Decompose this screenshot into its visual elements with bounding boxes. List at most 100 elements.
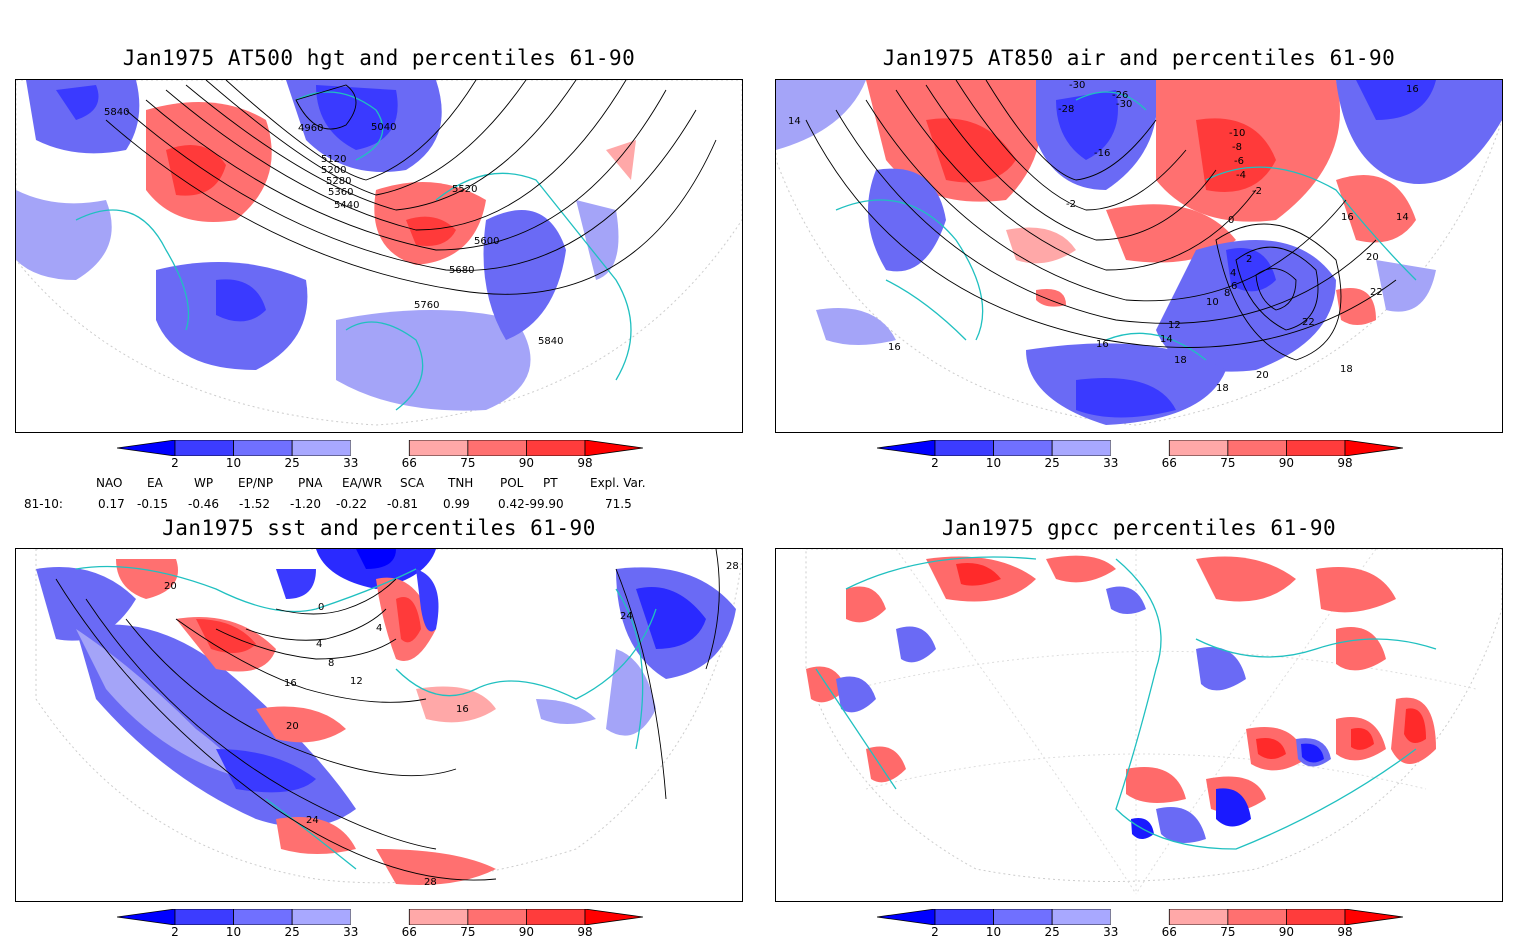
contour-label: -2 <box>1252 186 1262 197</box>
colorbar-label: 10 <box>985 456 1002 470</box>
contour-label: -30 <box>1069 80 1085 91</box>
contour-label: 22 <box>1370 287 1383 298</box>
colorbar-segment <box>1227 439 1287 457</box>
colorbar-bottom-left: 2 10 25 33 66 75 90 98 <box>116 908 644 943</box>
colorbar-segment <box>1051 908 1112 926</box>
index-value: -0.22 <box>336 497 368 511</box>
contour-label: 18 <box>1340 364 1353 375</box>
contour-label: 4 <box>376 623 382 634</box>
contour-label: 5360 <box>328 187 353 198</box>
colorbar-label: 10 <box>225 456 242 470</box>
colorbar-label: 10 <box>225 925 242 939</box>
colorbar-label: 33 <box>1103 456 1119 470</box>
colorbar-label: 75 <box>1220 925 1236 939</box>
contour-label: 0 <box>1228 215 1234 226</box>
contour-labels: 20 0 4 4 8 12 16 16 20 24 24 28 28 <box>164 561 739 888</box>
contour-label: 0 <box>318 602 324 613</box>
colorbar-segment <box>993 908 1053 926</box>
contour-label: -26 <box>1112 90 1128 101</box>
colorbar-label: 2 <box>171 925 179 939</box>
contour-label: -8 <box>1232 142 1242 153</box>
contour-label: -4 <box>1236 170 1246 181</box>
colorbar-segment <box>291 908 352 926</box>
colorbar-segment <box>934 439 994 457</box>
colorbar-segment <box>1227 908 1287 926</box>
index-header: WP <box>194 476 214 490</box>
contour-label: 6 <box>1231 281 1237 292</box>
colorbar-label: 98 <box>577 925 593 939</box>
contour-label: 4 <box>1230 268 1236 279</box>
panel-title-gpcc: Jan1975 gpcc percentiles 61-90 <box>941 516 1337 540</box>
colorbar-label: 25 <box>284 925 300 939</box>
colorbar-segment <box>1168 439 1229 457</box>
index-value: -0.46 <box>188 497 220 511</box>
index-header: Expl. Var. <box>590 476 646 490</box>
panel-title-sst: Jan1975 sst and percentiles 61-90 <box>162 516 596 540</box>
contour-label: 4 <box>316 639 322 650</box>
colorbar-label: 25 <box>1044 456 1060 470</box>
colorbar-label: 90 <box>518 925 535 939</box>
contour-label: 16 <box>1341 212 1354 223</box>
colorbar-label: 33 <box>343 456 359 470</box>
colorbar-label: 66 <box>401 456 417 470</box>
colorbar-segment <box>174 439 234 457</box>
contour-label: 12 <box>350 676 363 687</box>
colorbar-segment <box>350 440 410 456</box>
colorbar-segment <box>233 439 293 457</box>
contour-label: 22 <box>1302 317 1315 328</box>
contour-label: 14 <box>1160 334 1173 345</box>
index-value: 0.17 <box>98 497 125 511</box>
colorbar-label: 2 <box>171 456 179 470</box>
colorbar-segment <box>1286 908 1346 926</box>
map-panel-air: -30 -28 -26 -30 14 16 -16 -10 -8 -6 -4 -… <box>775 79 1503 433</box>
index-value: 0.99 <box>443 497 470 511</box>
contour-label: 5040 <box>371 122 396 133</box>
index-header: NAO <box>96 476 123 490</box>
index-header: PT <box>543 476 558 490</box>
colorbar-segment <box>934 908 994 926</box>
contour-label: -16 <box>1094 148 1110 159</box>
index-value: -1.52 <box>239 497 271 511</box>
colorbar-segment <box>116 439 176 457</box>
contour-label: -10 <box>1229 128 1245 139</box>
colorbar-segment <box>174 908 234 926</box>
contour-label: 5280 <box>326 176 351 187</box>
map-panel-gpcc <box>775 548 1503 902</box>
contour-label: 5440 <box>334 200 359 211</box>
map-panel-sst: 20 0 4 4 8 12 16 16 20 24 24 28 28 <box>15 548 743 902</box>
colorbar-segment <box>876 439 936 457</box>
contour-label: -28 <box>1058 104 1074 115</box>
colorbar-bottom-right: 2 10 25 33 66 75 90 98 <box>876 908 1404 943</box>
colorbar-label: 25 <box>284 456 300 470</box>
contour-label: 24 <box>306 815 319 826</box>
colorbar-segment <box>467 908 527 926</box>
index-value: -99.90 <box>525 497 564 511</box>
index-header: PNA <box>298 476 323 490</box>
index-header: EA/WR <box>342 476 383 490</box>
contour-labels: 5840 4960 5040 5120 5200 5280 5360 5440 … <box>104 107 563 347</box>
colorbar-segment <box>1110 909 1170 925</box>
contour-label: 28 <box>424 877 437 888</box>
colorbar-label: 2 <box>931 456 939 470</box>
contour-label: -2 <box>1066 199 1076 210</box>
colorbar-label: 2 <box>931 925 939 939</box>
contour-label: 16 <box>284 678 297 689</box>
contour-label: 20 <box>286 721 299 732</box>
contour-label: 24 <box>620 611 633 622</box>
contour-label: 28 <box>726 561 739 572</box>
colorbar-label: 66 <box>1161 925 1177 939</box>
contour-label: 18 <box>1174 355 1187 366</box>
index-value: -0.15 <box>137 497 169 511</box>
contour-label: 14 <box>1396 212 1409 223</box>
contour-label: 20 <box>1366 252 1379 263</box>
teleconnection-indices: NAO EA WP EP/NP PNA EA/WR SCA TNH POL PT… <box>0 476 760 512</box>
colorbar-segment <box>584 908 644 926</box>
colorbar-label: 90 <box>518 456 535 470</box>
index-header: EA <box>147 476 163 490</box>
index-header: EP/NP <box>238 476 274 490</box>
contour-label: 16 <box>1406 84 1419 95</box>
colorbar-segment <box>233 908 293 926</box>
contour-label: 5840 <box>104 107 129 118</box>
contour-label: 5200 <box>321 165 346 176</box>
contour-label: 8 <box>328 658 334 669</box>
